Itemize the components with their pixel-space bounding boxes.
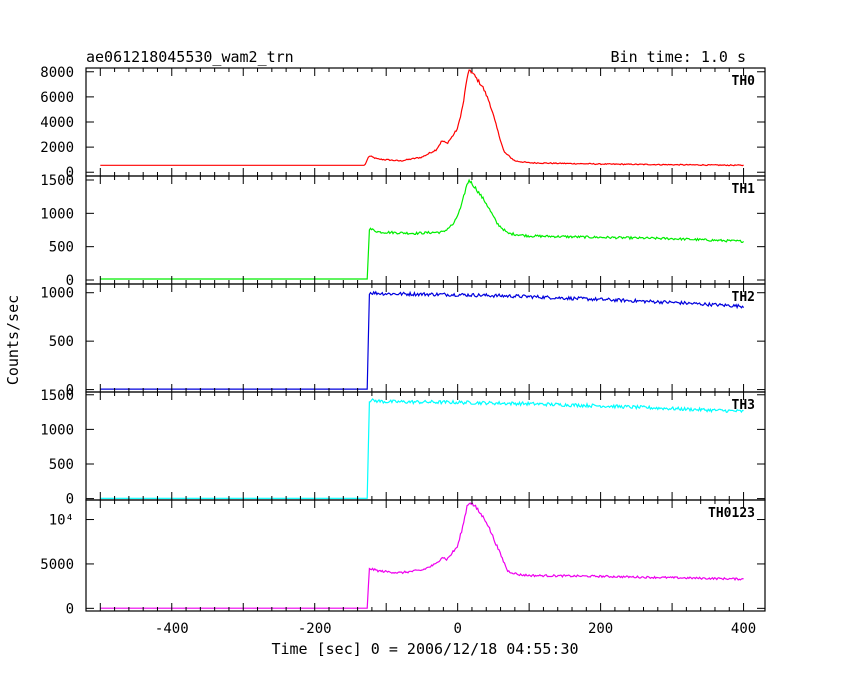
panel-th2: 0 500 1000 TH2 — [40, 283, 766, 399]
panel-th1: 0 500 1000 1500 TH1 — [40, 173, 766, 289]
x-tick-label: -400 — [155, 621, 189, 637]
y-tick-label: 0 — [66, 601, 74, 617]
y-tick-label: 1000 — [40, 286, 74, 302]
y-tick-label: 4000 — [40, 115, 74, 131]
y-tick-label: 1000 — [40, 206, 74, 222]
panel-frame — [85, 499, 766, 612]
y-tick-label: 8000 — [40, 65, 74, 81]
panel-label-th3: TH3 — [732, 398, 755, 413]
series-line-th0123 — [100, 501, 744, 609]
series-line-th1 — [100, 178, 745, 280]
x-axis-label: Time [sec] 0 = 2006/12/18 04:55:30 — [271, 640, 578, 658]
y-tick-label: 6000 — [40, 90, 74, 106]
y-axis-label: Counts/sec — [4, 295, 22, 385]
chart-title: ae061218045530_wam2_trn — [86, 48, 294, 66]
y-tick-label: 0 — [66, 273, 74, 289]
panel-label-th0123: TH0123 — [708, 506, 755, 521]
y-tick-label: 1000 — [40, 422, 74, 438]
series-line-th2 — [100, 290, 745, 390]
panel-label-th2: TH2 — [732, 290, 755, 305]
y-tick-label: 2000 — [40, 140, 74, 156]
panel-th0: 0 2000 4000 6000 8000 TH0 — [40, 65, 766, 181]
y-tick-label: 500 — [49, 457, 74, 473]
x-tick-label: 0 — [453, 621, 461, 637]
y-tick-label: 0 — [66, 383, 74, 399]
series-line-th0 — [100, 69, 744, 167]
x-tick-label: 400 — [731, 621, 756, 637]
chart-subtitle: Bin time: 1.0 s — [611, 48, 746, 66]
panel-frame — [85, 391, 766, 501]
y-tick-label: 5000 — [40, 557, 74, 573]
y-tick-label: 10⁴ — [49, 513, 74, 529]
y-tick-label: 0 — [66, 165, 74, 181]
panel-frame — [85, 67, 766, 177]
y-tick-label: 0 — [66, 492, 74, 508]
panel-frame — [85, 175, 766, 285]
y-tick-label: 1500 — [40, 173, 74, 189]
panel-th0123: 0 5000 10⁴ TH0123 — [40, 499, 766, 617]
y-tick-label: 500 — [49, 240, 74, 256]
x-tick-label: 200 — [588, 621, 613, 637]
panels: 02000400060008000TH0050010001500TH105001… — [40, 65, 766, 637]
y-tick-label: 500 — [49, 334, 74, 350]
y-tick-label: 1500 — [40, 388, 74, 404]
panel-th3: 0 500 1000 1500 TH3 — [40, 388, 766, 508]
panel-label-th0: TH0 — [732, 74, 756, 89]
x-tick-label: -200 — [298, 621, 332, 637]
panel-frame — [85, 283, 766, 393]
panel-label-th1: TH1 — [732, 182, 756, 197]
series-line-th3 — [100, 398, 744, 499]
